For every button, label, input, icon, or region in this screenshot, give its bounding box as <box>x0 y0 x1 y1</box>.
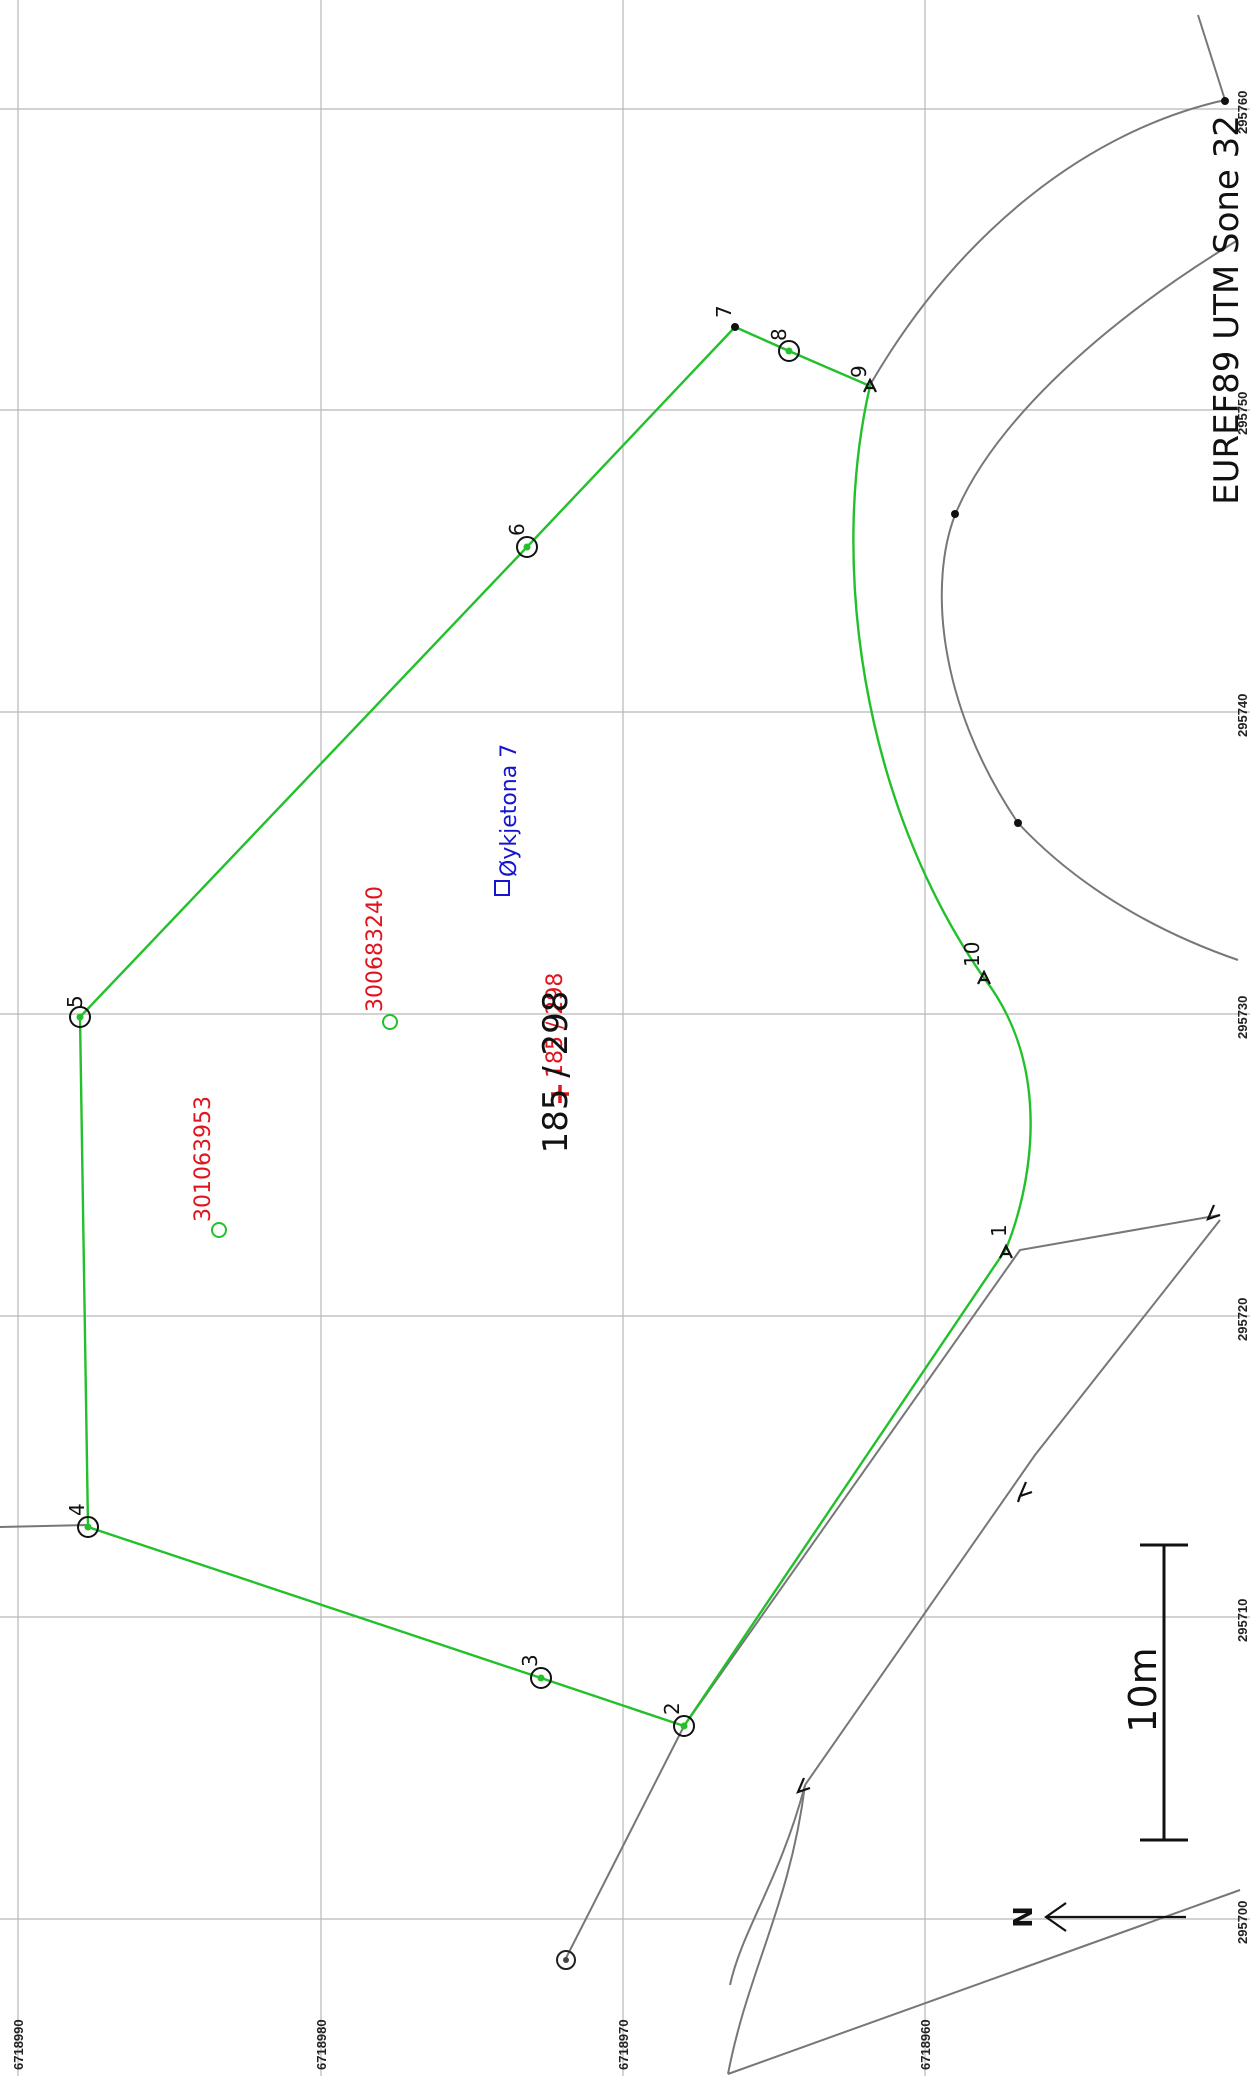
point-label-5: 5 <box>63 995 87 1008</box>
boundary-point-7 <box>731 323 739 331</box>
point-label-2: 2 <box>660 1702 684 1715</box>
neighbor-boundaries <box>0 14 1241 2075</box>
scale-label: 10m <box>1121 1647 1165 1732</box>
easting-label: 295720 <box>1235 1298 1250 1341</box>
boundary-point-5 <box>69 1006 91 1028</box>
point-label-1: 1 <box>987 1224 1011 1237</box>
northing-label: 6718960 <box>918 2019 933 2070</box>
point-label-7: 7 <box>712 305 736 318</box>
north-arrow <box>1044 1902 1186 1932</box>
easting-label: 295740 <box>1235 694 1250 737</box>
boundary-point-2 <box>673 1715 695 1737</box>
boundary-point-10 <box>977 969 991 985</box>
point-label-10: 10 <box>960 942 984 967</box>
building-300683240: 300683240 <box>363 886 398 1030</box>
address-label: Øykjetona 7 <box>497 744 522 877</box>
building-id-label: 300683240 <box>363 886 388 1012</box>
easting-label: 295760 <box>1235 91 1250 134</box>
point-label-3: 3 <box>518 1654 542 1667</box>
map-title: 185 / 298 <box>536 991 576 1154</box>
easting-label: 295750 <box>1235 392 1250 435</box>
parcel-label-group: 185 / 298 <box>543 973 569 1103</box>
boundary-point-8 <box>778 340 800 362</box>
northing-label: 6718970 <box>616 2019 631 2070</box>
point-label-6: 6 <box>505 523 529 536</box>
boundary-point-3 <box>530 1667 552 1689</box>
northing-label: 6718980 <box>314 2019 329 2070</box>
boundary-points <box>69 323 1013 1737</box>
building-301063953: 301063953 <box>191 1096 227 1238</box>
boundary-point-4 <box>77 1516 99 1538</box>
boundary-point-1 <box>999 1243 1013 1259</box>
projection-label: EUREF89 UTM Sone 32 <box>1207 115 1247 505</box>
easting-label: 295730 <box>1235 996 1250 1039</box>
northing-labels: 6718990 6718980 6718970 6718960 <box>11 2019 933 2070</box>
scale-bar <box>1140 1543 1188 1842</box>
easting-labels: 295700 295710 295720 295730 295740 29575… <box>1235 91 1250 1944</box>
boundary-point-labels: 1 2 3 4 5 6 7 8 9 10 <box>63 305 1011 1715</box>
neighbor-markers <box>556 97 1229 1970</box>
easting-label: 295710 <box>1235 1599 1250 1642</box>
parcel-boundary <box>78 325 1032 1728</box>
northing-label: 6718990 <box>11 2019 26 2070</box>
point-label-8: 8 <box>767 328 791 341</box>
easting-label: 295700 <box>1235 1901 1250 1944</box>
point-label-4: 4 <box>65 1503 89 1516</box>
parcel-label: 185 / 298 <box>543 973 568 1078</box>
north-label: N <box>1009 1906 1039 1928</box>
point-label-9: 9 <box>847 365 871 378</box>
boundary-point-6 <box>516 536 538 558</box>
address-marker: Øykjetona 7 <box>494 744 522 896</box>
boundary-point-9 <box>863 377 877 393</box>
building-id-label: 301063953 <box>191 1096 216 1222</box>
